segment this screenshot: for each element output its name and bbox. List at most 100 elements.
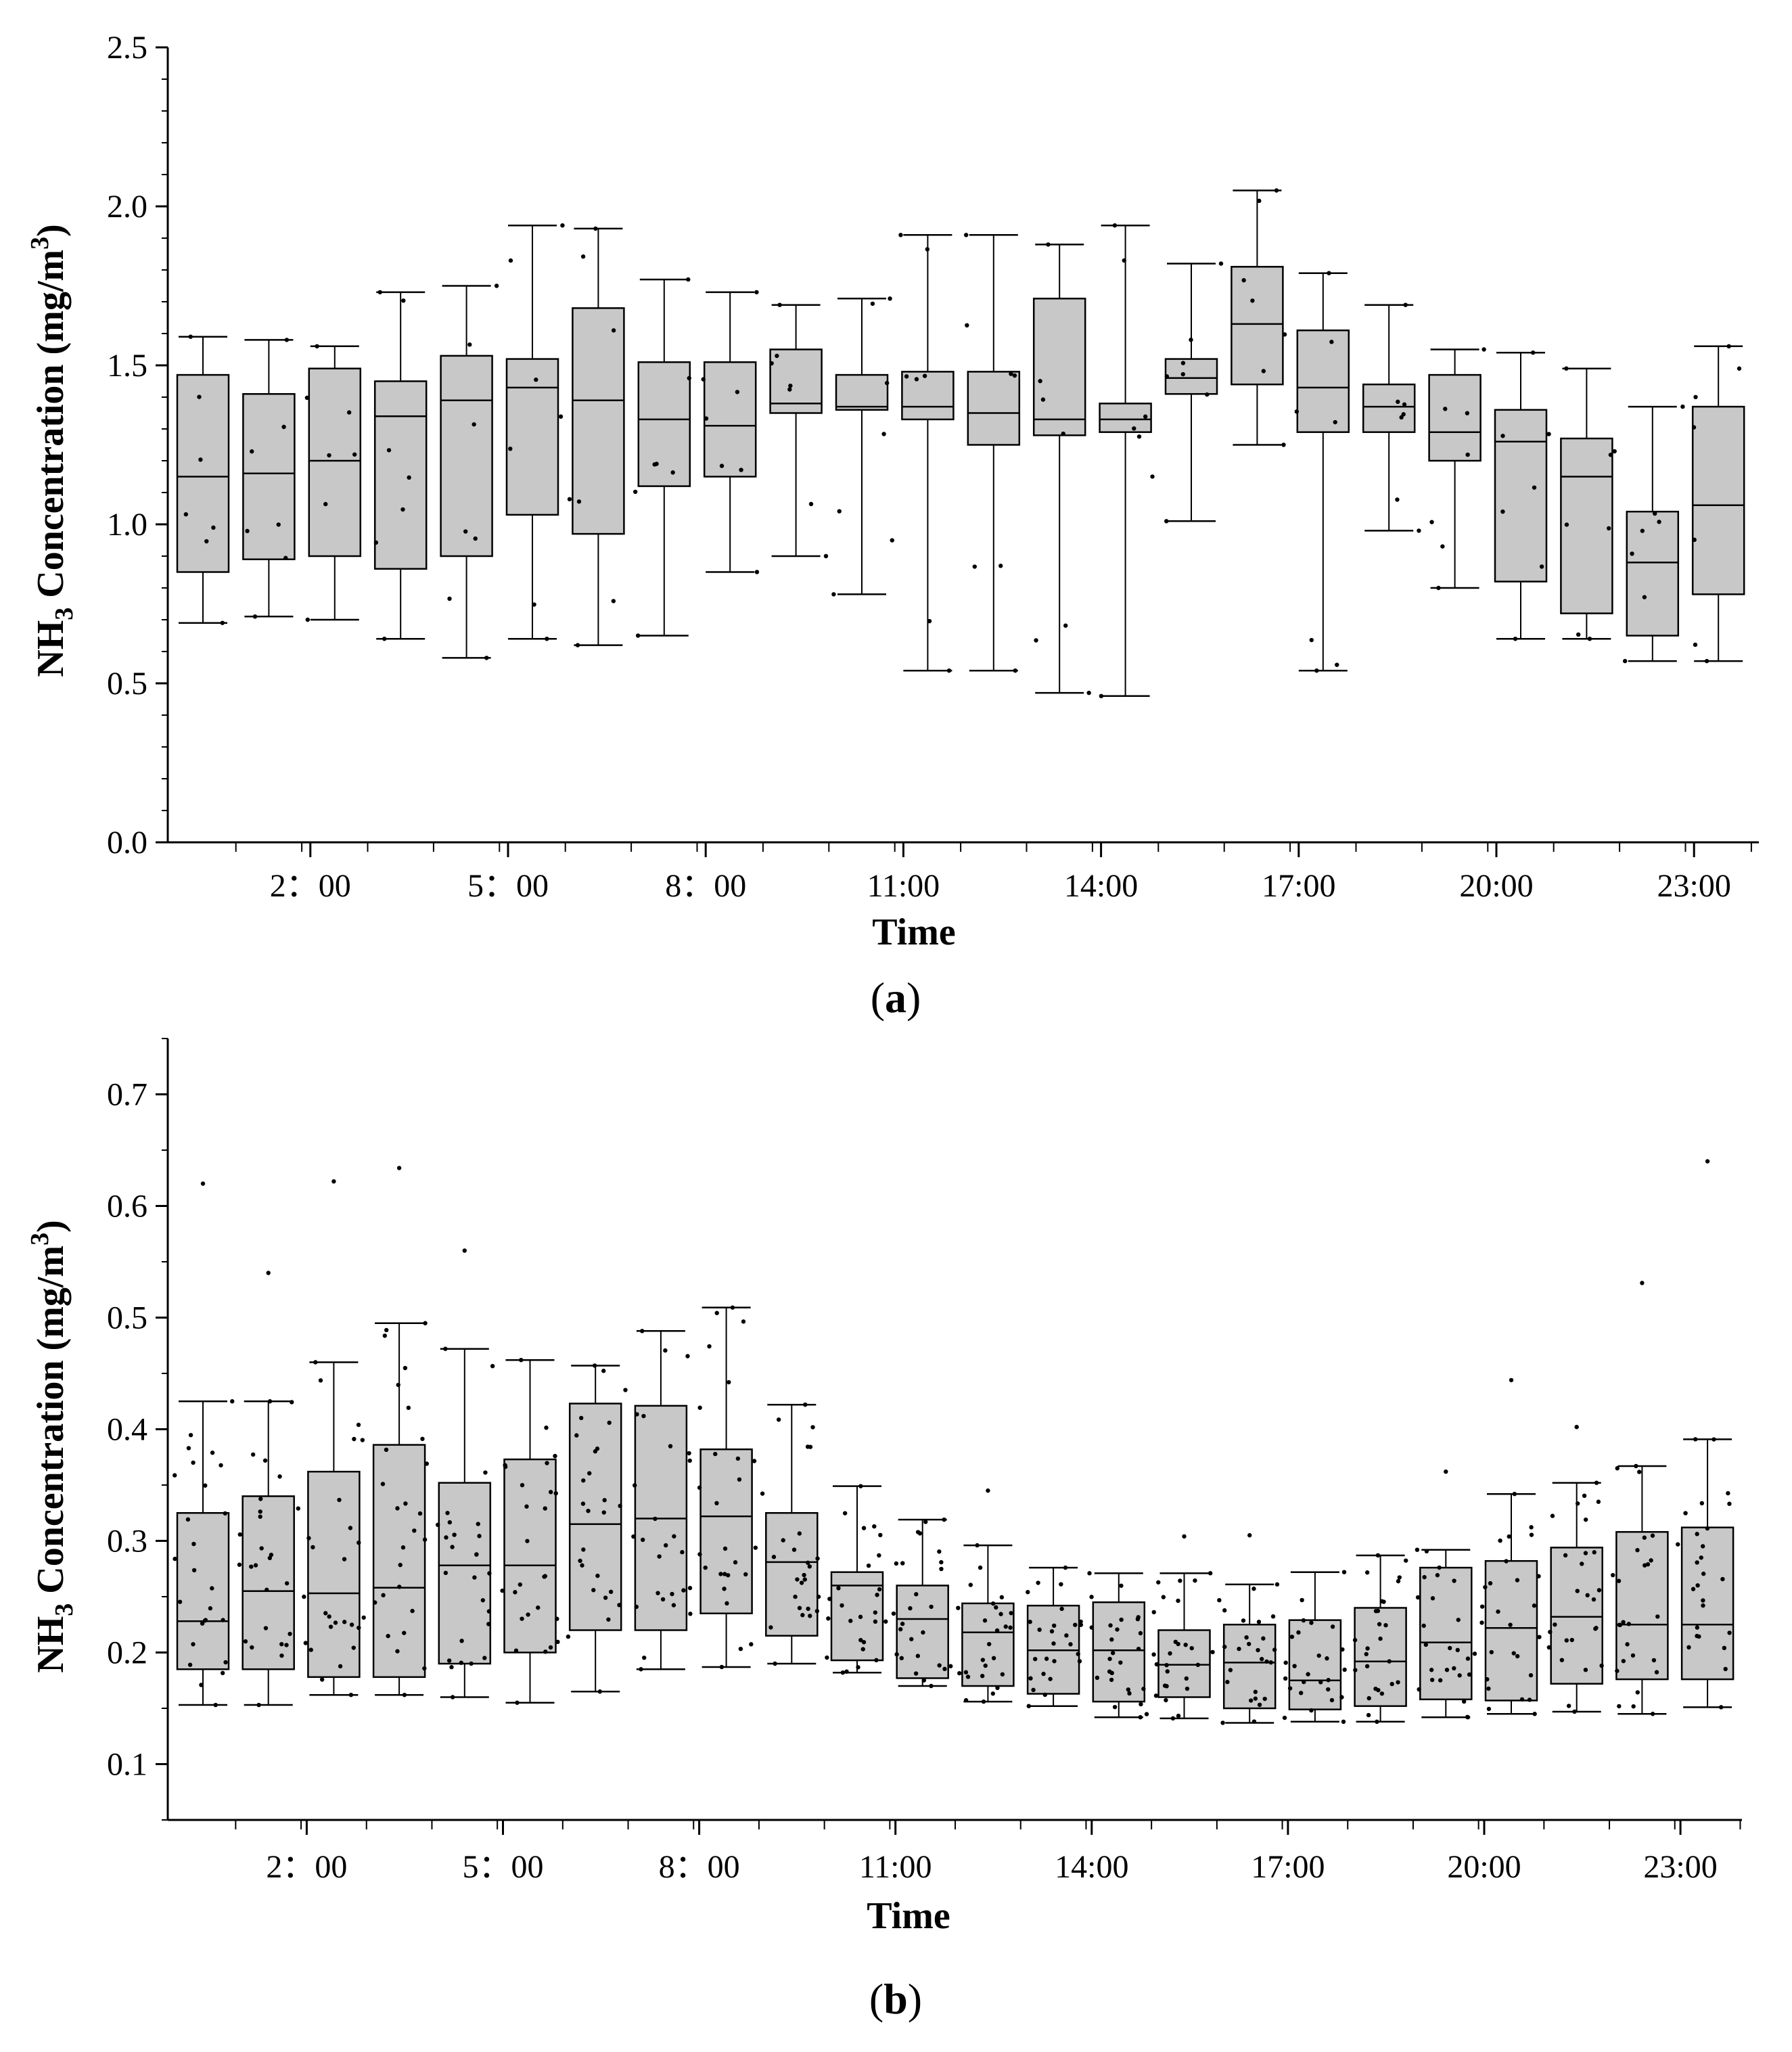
chart-b-data-point <box>1178 1578 1182 1583</box>
chart-b-data-point <box>199 1683 204 1687</box>
chart-b-data-point <box>1444 1667 1450 1672</box>
chart-a-box <box>572 307 625 535</box>
chart-b-data-point <box>668 1444 673 1449</box>
chart-a-data-point <box>1040 397 1046 402</box>
chart-b-data-point <box>545 1461 549 1465</box>
chart-b-data-point <box>1537 1635 1542 1639</box>
chart-b-data-point <box>202 1618 208 1623</box>
chart-a-box <box>769 348 823 414</box>
chart-a-data-point <box>823 553 829 559</box>
chart-a-data-point <box>754 570 760 574</box>
chart-b-data-point <box>302 1594 306 1599</box>
chart-b-data-point <box>1009 1611 1013 1616</box>
chart-a-data-point <box>1136 434 1142 439</box>
chart-a-data-point <box>558 414 564 419</box>
chart-b-data-point <box>1485 1677 1490 1682</box>
chart-b-data-point <box>707 1344 712 1349</box>
chart-b-data-point <box>998 1612 1003 1616</box>
chart-b-data-point <box>1052 1659 1057 1664</box>
chart-a-data-point <box>532 602 536 607</box>
chart-a-data-point <box>1150 474 1155 479</box>
chart-b-data-point <box>513 1648 519 1653</box>
chart-a-y-tick-label: 2.5 <box>107 30 147 66</box>
chart-a-data-point <box>965 323 969 328</box>
chart-b-data-point <box>1727 1631 1732 1635</box>
chart-a-data-point <box>382 637 387 641</box>
chart-b-data-point <box>1325 1656 1329 1661</box>
chart-b-data-point <box>1591 1597 1596 1602</box>
chart-b-data-point <box>1583 1517 1588 1522</box>
chart-a-data-point <box>1564 366 1569 371</box>
chart-b-data-point <box>1465 1714 1470 1720</box>
chart-a-data-point <box>914 377 919 382</box>
chart-a-data-point <box>1189 338 1193 342</box>
chart-b-data-point <box>1536 1574 1541 1578</box>
chart-a-data-point <box>704 416 709 421</box>
chart-b-data-point <box>963 1670 969 1674</box>
chart-b-data-point <box>725 1601 729 1606</box>
chart-b-data-point <box>1479 1620 1484 1625</box>
chart-b-data-point <box>403 1365 408 1371</box>
chart-b-data-point <box>1138 1631 1143 1636</box>
chart-b-data-point <box>861 1640 867 1645</box>
chart-b-data-point <box>580 1501 586 1506</box>
chart-b-data-point <box>827 1597 832 1601</box>
chart-b-data-point <box>1028 1620 1032 1624</box>
chart-b-data-point <box>1592 1550 1596 1555</box>
chart-b-data-point <box>1626 1622 1631 1626</box>
chart-b-data-point <box>360 1438 365 1442</box>
chart-b-data-point <box>1153 1693 1159 1698</box>
chart-a-data-point <box>922 373 927 378</box>
chart-b-data-point <box>713 1451 718 1457</box>
chart-b-data-point <box>1486 1686 1491 1691</box>
chart-b-data-point <box>1341 1570 1347 1574</box>
chart-b-data-point <box>807 1564 812 1569</box>
chart-a-data-point <box>183 512 189 517</box>
chart-a-data-point <box>1281 442 1286 447</box>
chart-b-data-point <box>1701 1598 1705 1603</box>
chart-b-data-point <box>805 1560 810 1566</box>
chart-b-data-point <box>580 1563 584 1568</box>
chart-a-data-point <box>407 475 411 480</box>
chart-b-data-point <box>1127 1691 1132 1696</box>
chart-b-data-point <box>1256 1647 1260 1653</box>
chart-b-data-point <box>1726 1490 1730 1496</box>
chart-b-data-point <box>444 1535 449 1540</box>
chart-a-data-point <box>220 620 225 625</box>
chart-b-data-point <box>1596 1499 1601 1504</box>
chart-a-y-axis-title: NH3 Concentration (mg/m3) <box>26 224 78 677</box>
chart-b-y-tick-label: 0.3 <box>107 1524 147 1559</box>
chart-a-data-point <box>1622 658 1628 664</box>
chart-b-data-point <box>443 1570 449 1576</box>
chart-b-data-point <box>1108 1623 1113 1628</box>
chart-a-data-point <box>472 422 476 427</box>
chart-b-data-point <box>791 1547 797 1552</box>
chart-b-data-point <box>258 1509 262 1514</box>
chart-b-data-point <box>1228 1668 1233 1672</box>
chart-a-box <box>835 373 889 411</box>
chart-b-data-point <box>395 1506 400 1511</box>
chart-b-data-point <box>1452 1578 1456 1583</box>
chart-b-data-point <box>606 1617 611 1622</box>
chart-b-data-point <box>806 1606 810 1612</box>
chart-b-data-point <box>263 1626 269 1631</box>
chart-b-data-point <box>660 1597 666 1602</box>
chart-a-data-point <box>283 555 288 560</box>
chart-b-data-point <box>237 1562 242 1567</box>
chart-b-data-point <box>311 1545 315 1550</box>
chart-b-data-point <box>477 1534 482 1538</box>
chart-a-data-point <box>1564 522 1569 527</box>
chart-a-data-point <box>252 614 258 619</box>
chart-a-data-point <box>1737 366 1742 371</box>
chart-a-data-point <box>927 618 932 624</box>
chart-b-data-point <box>1511 1651 1516 1656</box>
chart-b-data-point <box>483 1470 488 1475</box>
chart-b-outlier-point <box>331 1179 336 1184</box>
chart-b-data-point <box>352 1436 357 1442</box>
chart-b-box <box>568 1403 622 1631</box>
chart-b-data-point <box>1037 1627 1042 1633</box>
chart-b-data-point <box>1251 1719 1257 1724</box>
chart-b-data-point <box>1244 1635 1249 1640</box>
chart-b-data-point <box>805 1444 810 1449</box>
chart-b-data-point <box>1415 1547 1420 1552</box>
